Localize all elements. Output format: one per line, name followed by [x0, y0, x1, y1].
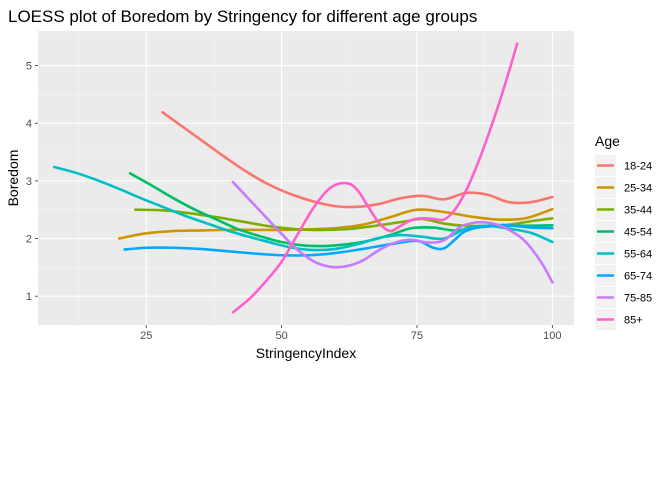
x-tick-label: 100 [543, 330, 561, 342]
series-line-65-74 [123, 223, 554, 257]
series-line-18-24 [161, 110, 554, 209]
y-tick-label: 5 [26, 61, 32, 73]
plot-panel [38, 31, 574, 325]
chart-title: LOESS plot of Boredom by Stringency for … [8, 7, 477, 26]
minor-gridlines [38, 31, 574, 326]
series-line-55-64 [52, 165, 554, 252]
legend-label-45-54: 45-54 [624, 227, 652, 239]
series-lines [52, 42, 554, 314]
x-tick-label: 75 [411, 330, 423, 342]
legend: Age 18-24 25-34 35-44 45-54 55-64 65-74 75-85 8… [595, 133, 652, 330]
legend-label-85+: 85+ [624, 315, 643, 327]
x-tick-label: 50 [276, 330, 288, 342]
legend-label-25-34: 25-34 [624, 183, 652, 195]
series-line-85+ [231, 42, 519, 314]
y-axis-ticks: 1 2 3 4 5 [26, 61, 38, 303]
major-gridlines [38, 31, 574, 325]
x-axis-title: StringencyIndex [256, 345, 356, 361]
series-line-75-85 [231, 180, 554, 284]
y-tick-label: 1 [26, 291, 32, 303]
legend-items: 18-24 25-34 35-44 45-54 55-64 65-74 75-85 85+ [595, 155, 652, 330]
series-line-25-34 [117, 207, 554, 240]
legend-label-35-44: 35-44 [624, 205, 652, 217]
y-tick-label: 2 [26, 234, 32, 246]
legend-title: Age [595, 133, 620, 149]
x-tick-label: 25 [140, 330, 152, 342]
legend-label-75-85: 75-85 [624, 293, 652, 305]
legend-label-55-64: 55-64 [624, 249, 652, 261]
y-tick-label: 4 [26, 118, 32, 130]
legend-label-18-24: 18-24 [624, 161, 652, 173]
legend-label-65-74: 65-74 [624, 271, 652, 283]
x-axis-ticks: 25 50 75 100 [140, 325, 562, 342]
y-axis-title: Boredom [5, 150, 21, 207]
y-tick-label: 3 [26, 176, 32, 188]
